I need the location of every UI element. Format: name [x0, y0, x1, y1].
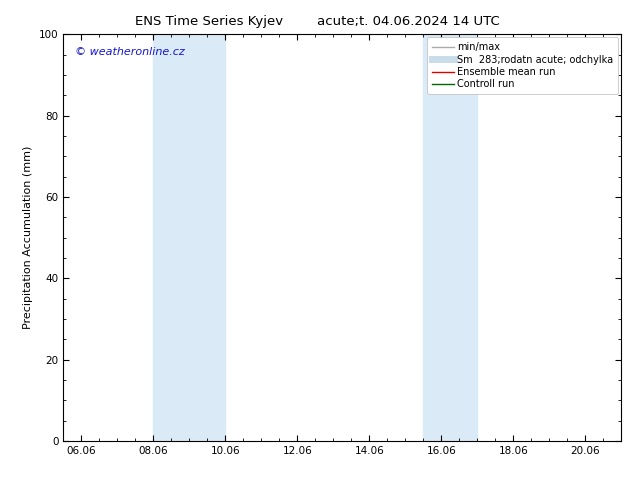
Bar — [153, 34, 225, 441]
Text: ENS Time Series Kyjev        acute;t. 04.06.2024 14 UTC: ENS Time Series Kyjev acute;t. 04.06.202… — [134, 15, 500, 28]
Bar — [424, 34, 477, 441]
Legend: min/max, Sm  283;rodatn acute; odchylka, Ensemble mean run, Controll run: min/max, Sm 283;rodatn acute; odchylka, … — [427, 37, 618, 94]
Text: © weatheronline.cz: © weatheronline.cz — [75, 47, 184, 56]
Y-axis label: Precipitation Accumulation (mm): Precipitation Accumulation (mm) — [23, 146, 34, 329]
